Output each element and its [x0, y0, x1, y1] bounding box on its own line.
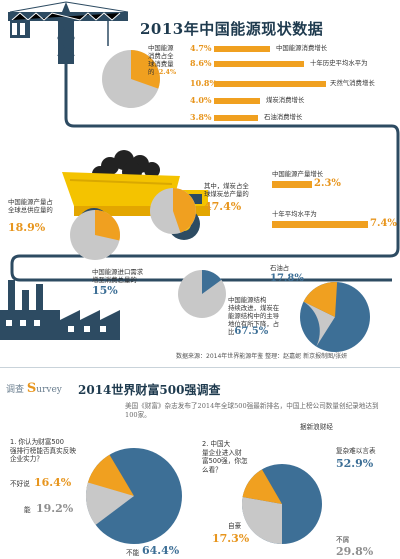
production-share-value: 18.9% — [8, 221, 46, 234]
import-demand-value: 15% — [92, 284, 118, 297]
production-growth-bar — [272, 181, 312, 188]
coal-production-value: 47.4% — [204, 200, 242, 213]
consumption-share-value: 22.4% — [154, 68, 177, 76]
structure-line-1: 中国能源结构 — [228, 296, 267, 304]
q2-line-2: 量企业进入财 — [202, 448, 242, 457]
coal-consumption-label: 煤炭消费增长 — [266, 96, 305, 104]
q1-cannot-value: 64.4% — [142, 544, 180, 557]
coal-production-label-line-2: 球煤炭总产量的 — [204, 190, 249, 198]
page-title: 2013年中国能源现状数据 — [140, 20, 324, 38]
consumption-bar-list: 4.7% 中国能源消费增长 8.6% 十年历史平均水平为 10.8% 天然气消费… — [184, 40, 394, 130]
pipe-right-curve — [10, 124, 400, 264]
q1-yes-label: 能 — [24, 506, 31, 514]
production-share-label: 中国能源产量占 全球总供应量的 — [8, 198, 70, 214]
q1-question: 1. 你认为财富500 强排行榜能否真实反映 企业实力？ — [10, 438, 102, 464]
oil-share-label: 石油占 — [270, 264, 290, 272]
q1-cannot-label: 不能 — [126, 549, 140, 557]
crane-illustration — [8, 1, 392, 128]
oil-consumption-value: 3.8% — [190, 112, 212, 122]
ten-year-avg-bar — [214, 61, 304, 67]
oil-consumption-label: 石油消费增长 — [264, 113, 303, 121]
q2-proud-value: 17.3% — [212, 532, 250, 545]
coal-consumption-value: 4.0% — [190, 95, 212, 105]
coal-consumption-bar — [214, 98, 260, 104]
import-label-line-1: 中国能源进口需求 — [92, 268, 144, 276]
q2-complex-label: 复杂难以言表 — [336, 447, 376, 455]
q1-line-1: 1. 你认为财富500 — [10, 438, 64, 446]
ten-year-avg-value: 8.6% — [190, 58, 212, 68]
survey-tag-prefix: 调查 — [6, 385, 25, 395]
production-growth-label: 中国能源产量增长 — [272, 170, 324, 178]
oil-consumption-bar — [214, 115, 258, 121]
survey-tag: 调查 Survey — [6, 381, 62, 396]
production-share-pie-chart — [70, 210, 121, 260]
survey-reporter: 据新浪财经 — [300, 423, 333, 431]
q1-pie-chart — [86, 448, 182, 544]
coal-production-label: 其中，煤炭占全 球煤炭总产量的 — [204, 182, 264, 198]
q2-proud-label: 自豪 — [228, 522, 242, 530]
structure-line-3: 能源结构中的主导 — [228, 312, 280, 320]
q2-pie-chart — [241, 464, 322, 544]
survey-intro: 美国《财富》杂志发布了2014年全球500强最新排名，中国上榜公司数量创纪录地达… — [125, 402, 379, 419]
pipe-lower — [10, 264, 392, 282]
q2-line-1: 2. 中国大 — [202, 440, 231, 448]
import-pie-chart — [178, 270, 226, 318]
data-source: 数据来源：2014年世界能源年鉴 整理：赵嘉妮 新京报制图/张妍 — [176, 353, 348, 360]
q2-complex-value: 52.9% — [336, 457, 374, 470]
energy-structure-pie-chart — [300, 282, 370, 352]
q1-unsure-label: 不好说 — [10, 480, 30, 488]
production-label-line-2: 全球总供应量的 — [8, 206, 53, 214]
consumption-label-line-4: 的 — [148, 68, 155, 76]
consumption-label-line-3: 球消费量 — [148, 60, 174, 68]
production-avg-label: 十年平均水平为 — [272, 210, 317, 218]
natural-gas-bar — [214, 81, 326, 87]
production-label-line-1: 中国能源产量占 — [8, 198, 53, 206]
consumption-growth-value: 4.7% — [190, 43, 212, 53]
consumption-label-line-1: 中国能源 — [148, 44, 174, 52]
section-divider — [0, 367, 400, 368]
ten-year-avg-label: 十年历史平均水平为 — [310, 59, 368, 67]
oil-share-value: 17.8% — [270, 273, 304, 284]
coal-production-label-line-1: 其中，煤炭占全 — [204, 182, 249, 190]
production-avg-bar — [272, 221, 368, 228]
factory-illustration — [0, 280, 120, 340]
survey-title: 2014世界财富500强调查 — [78, 383, 221, 397]
q2-disdain-value: 29.8% — [336, 545, 374, 558]
consumption-pie-chart — [102, 50, 160, 108]
production-avg-value: 7.4% — [370, 218, 397, 229]
consumption-label-line-2: 消费占全 — [148, 52, 174, 60]
q1-unsure-value: 16.4% — [34, 476, 72, 489]
survey-tag-rest: urvey — [36, 385, 62, 395]
coal-production-pie-chart — [150, 188, 196, 234]
consumption-growth-label: 中国能源消费增长 — [276, 44, 328, 52]
structure-line-4: 地位有所下降，占 — [228, 320, 280, 328]
q1-line-3: 企业实力？ — [10, 455, 43, 463]
consumption-growth-bar — [214, 46, 270, 52]
import-demand-label: 中国能源进口需求 增至消费总量的 — [92, 268, 172, 284]
natural-gas-value: 10.8% — [190, 78, 218, 88]
q2-line-3: 富500强，你怎 — [202, 457, 248, 465]
structure-line-5: 比 — [228, 328, 235, 336]
q1-yes-value: 19.2% — [36, 502, 74, 515]
survey-tag-s: S — [26, 381, 37, 396]
structure-line-2: 持续改进，煤炭在 — [228, 304, 280, 312]
q2-question: 2. 中国大 量企业进入财 富500强，你怎 么看？ — [202, 440, 262, 474]
coal-structure-value: 67.5% — [234, 326, 269, 337]
q1-line-2: 强排行榜能否真实反映 — [10, 446, 76, 455]
import-label-line-2: 增至消费总量的 — [92, 276, 137, 284]
natural-gas-label: 天然气消费增长 — [330, 79, 375, 87]
production-growth-value: 2.3% — [314, 178, 341, 189]
energy-structure-label: 中国能源结构 持续改进，煤炭在 能源结构中的主导 地位有所下降，占 比67.5% — [228, 296, 290, 337]
q2-line-4: 么看？ — [202, 465, 222, 474]
consumption-share-label: 中国能源 消费占全 球消费量 的22.4% — [148, 44, 182, 76]
q2-disdain-label: 不屑 — [336, 536, 350, 544]
